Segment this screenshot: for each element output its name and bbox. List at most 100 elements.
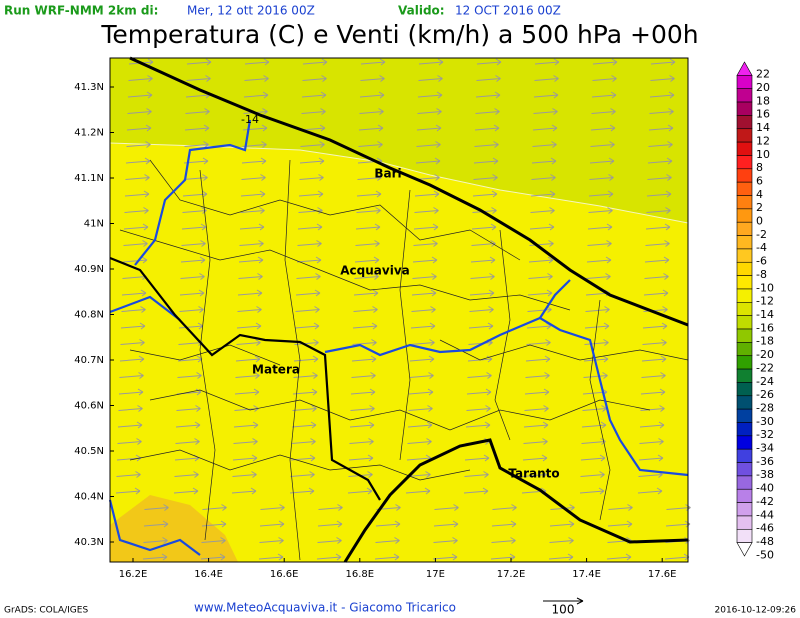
- wind-arrow: [353, 306, 378, 313]
- wind-arrow: [121, 289, 147, 297]
- wind-arrow: [590, 141, 615, 148]
- wind-arrow: [120, 322, 146, 330]
- wind-arrow: [240, 190, 266, 198]
- lat-label: 40.9N: [74, 264, 104, 275]
- wind-arrow: [641, 355, 667, 363]
- wind-arrow: [587, 240, 612, 247]
- wind-arrow: [530, 207, 555, 214]
- wind-arrow: [491, 520, 517, 528]
- wind-arrow: [294, 322, 320, 330]
- wind-arrow: [476, 58, 502, 66]
- wind-arrow: [640, 388, 666, 396]
- wind-arrow: [534, 58, 560, 66]
- wind-arrow: [590, 124, 616, 132]
- wind-arrow: [646, 190, 672, 198]
- wind-arrow: [233, 438, 258, 445]
- valid-date: 12 OCT 2016 00Z: [455, 4, 561, 18]
- colorbar-label: 18: [756, 94, 770, 107]
- wind-arrow: [296, 273, 321, 280]
- wind-arrow: [180, 273, 205, 280]
- wind-arrow: [239, 240, 264, 247]
- timestamp: 2016-10-12-09:26: [715, 606, 797, 616]
- colorbar-label: 8: [756, 161, 763, 174]
- colorbar-swatch: [736, 488, 753, 503]
- wind-arrow: [469, 306, 494, 313]
- colorbar-label: -30: [756, 415, 774, 428]
- wind-arrow: [179, 289, 205, 297]
- lon-label: 16.6E: [270, 569, 299, 580]
- wind-arrow: [463, 487, 489, 495]
- wind-arrow: [349, 438, 374, 445]
- wind-arrow: [584, 322, 610, 330]
- wind-arrow: [416, 124, 442, 132]
- wind-arrow: [650, 58, 676, 66]
- wind-arrow: [142, 553, 168, 561]
- colorbar-label: -12: [756, 295, 774, 308]
- colorbar-swatch: [736, 75, 753, 90]
- lon-label: 16.2E: [119, 569, 148, 580]
- wind-arrow: [405, 487, 431, 495]
- wind-arrow: [639, 421, 665, 429]
- wind-arrow: [143, 520, 169, 528]
- wind-arrow: [231, 487, 257, 495]
- wind-arrow: [301, 91, 327, 99]
- wind-arrow: [589, 157, 615, 165]
- wind-arrow: [258, 553, 284, 561]
- wind-arrow: [591, 91, 617, 99]
- wind-arrow: [579, 487, 605, 495]
- colorbar-swatch: [736, 435, 753, 450]
- colorbar-label: -38: [756, 468, 774, 481]
- wind-arrow: [434, 504, 459, 511]
- wind-arrow: [117, 438, 142, 445]
- colorbar-swatch: [736, 448, 753, 463]
- wind-arrow: [414, 190, 440, 198]
- wind-arrow: [201, 520, 227, 528]
- colorbar-swatch: [736, 115, 753, 130]
- lat-label: 40.5N: [74, 446, 104, 457]
- wind-arrow: [472, 190, 498, 198]
- lat-label: 40.7N: [74, 355, 104, 366]
- colorbar-swatch: [736, 382, 753, 397]
- wind-arrow: [407, 438, 432, 445]
- colorbar-swatch: [736, 355, 753, 370]
- wind-arrow: [533, 91, 559, 99]
- wind-arrow: [647, 157, 673, 165]
- place-label: Acquaviva: [340, 264, 410, 278]
- wind-arrow: [358, 124, 384, 132]
- wind-arrow: [648, 141, 673, 148]
- municipal-borders: [119, 159, 689, 561]
- lat-label: 41.1N: [74, 173, 104, 184]
- colorbar-swatch: [736, 462, 753, 477]
- colorbar-label: -28: [756, 401, 774, 414]
- wind-arrow: [470, 273, 495, 280]
- colorbar-swatch: [736, 248, 753, 263]
- wind-arrow: [591, 108, 616, 115]
- wind-arrow: [580, 454, 606, 462]
- wind-arrow: [291, 421, 317, 429]
- cold-field: [110, 58, 688, 223]
- wind-arrow: [184, 124, 210, 132]
- colorbar-label: -8: [756, 268, 767, 281]
- wind-arrow: [415, 157, 441, 165]
- wind-arrow: [643, 289, 669, 297]
- wind-arrow: [317, 537, 342, 544]
- wind-arrow: [644, 273, 669, 280]
- colorbar-label: 4: [756, 188, 763, 201]
- place-label: Taranto: [508, 467, 559, 481]
- colorbar-swatch: [736, 168, 753, 183]
- wind-arrow: [244, 58, 270, 66]
- lon-label: 17.2E: [497, 569, 526, 580]
- wind-arrow: [186, 58, 212, 66]
- wind-arrow: [358, 141, 383, 148]
- wind-arrow: [352, 339, 377, 346]
- lat-label: 41.3N: [74, 82, 104, 93]
- colorbar-swatch: [736, 88, 753, 103]
- wind-arrow: [294, 339, 319, 346]
- wind-arrow: [648, 124, 674, 132]
- wind-arrow: [126, 124, 152, 132]
- wind-arrow: [121, 306, 146, 313]
- wind-arrow: [259, 537, 284, 544]
- wind-arrow: [527, 289, 553, 297]
- wind-arrow: [316, 553, 342, 561]
- wind-arrow: [643, 306, 668, 313]
